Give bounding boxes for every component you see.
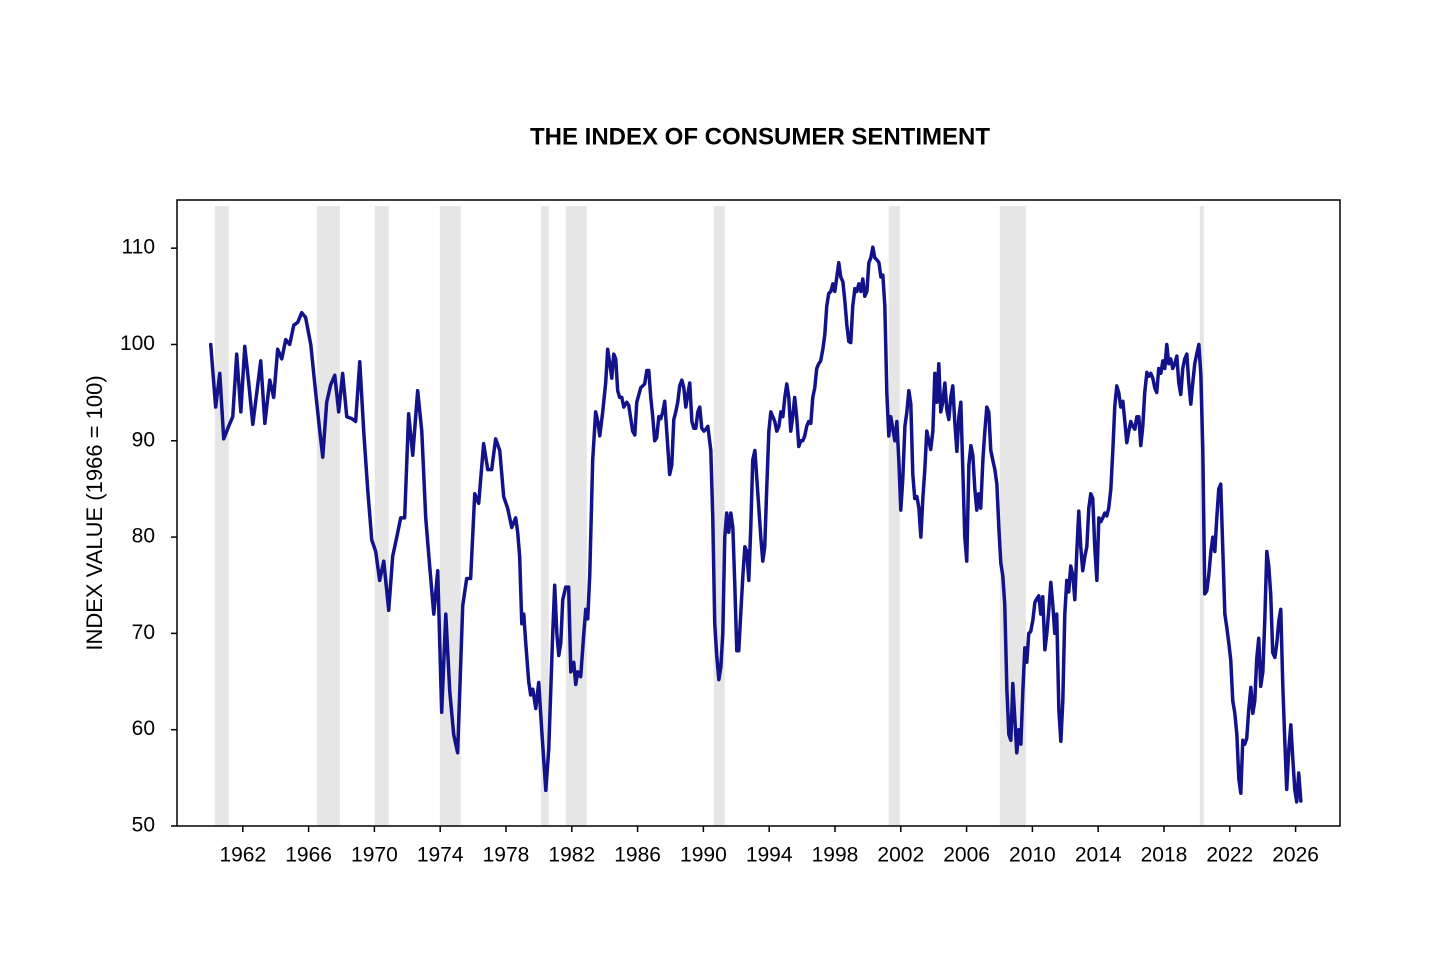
x-tick-label: 1962	[219, 844, 266, 867]
x-tick-label: 1966	[285, 844, 332, 867]
x-tick-label: 1978	[483, 844, 530, 867]
x-tick-label: 1970	[351, 844, 398, 867]
plot-frame	[176, 199, 1341, 827]
x-tick-label: 1998	[812, 844, 859, 867]
recession-band	[214, 206, 229, 826]
x-tick-label: 1974	[417, 844, 464, 867]
recession-band	[540, 206, 549, 826]
x-tick-label: 1994	[746, 844, 793, 867]
recession-band	[565, 206, 587, 826]
recession-band	[713, 206, 725, 826]
x-tick-label: 2010	[1009, 844, 1056, 867]
x-tick-label: 2014	[1075, 844, 1122, 867]
recession-band	[374, 206, 389, 826]
y-tick-label: 70	[132, 621, 155, 644]
recession-band	[1199, 206, 1204, 826]
y-tick-label: 50	[132, 814, 155, 837]
x-tick-label: 1990	[680, 844, 727, 867]
x-tick-label: 2026	[1272, 844, 1319, 867]
recession-band	[888, 206, 900, 826]
y-tick-label: 100	[120, 332, 155, 355]
x-tick-label: 1982	[548, 844, 595, 867]
x-tick-label: 2018	[1141, 844, 1188, 867]
y-tick-label: 80	[132, 525, 155, 548]
y-tick-label: 110	[122, 236, 155, 259]
y-axis-label: INDEX VALUE (1966 = 100)	[82, 375, 107, 650]
data-line	[208, 245, 1303, 804]
x-tick-label: 1986	[614, 844, 661, 867]
x-tick-label: 2006	[943, 844, 990, 867]
chart-title: THE INDEX OF CONSUMER SENTIMENT	[530, 123, 990, 150]
x-tick-label: 2022	[1206, 844, 1253, 867]
y-tick-label: 60	[132, 717, 155, 740]
y-tick-label: 90	[132, 428, 155, 451]
recession-band	[316, 206, 340, 826]
x-tick-label: 2002	[877, 844, 924, 867]
